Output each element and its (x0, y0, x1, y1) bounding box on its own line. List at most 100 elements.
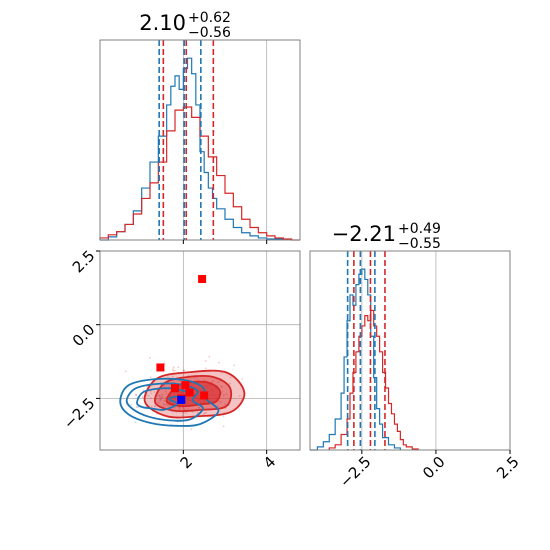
sample-point (174, 406, 176, 409)
sample-point (124, 370, 127, 373)
sample-point (238, 394, 241, 397)
sample-point (205, 412, 207, 414)
sample-point (134, 421, 137, 423)
sample-point (204, 360, 207, 362)
sample-point (153, 405, 156, 407)
marker-red (185, 388, 194, 397)
sample-point (184, 408, 187, 411)
marker-red (171, 384, 179, 393)
sample-point (135, 393, 137, 396)
sample-point (151, 406, 153, 408)
sample-point (173, 369, 176, 372)
contour-blue (136, 387, 190, 411)
title-parameter-1-value: 2.10 (139, 11, 186, 35)
sample-point (241, 377, 244, 380)
sample-point (218, 361, 220, 364)
sample-point (157, 401, 160, 404)
x-tick-label: 0.0 (419, 453, 449, 483)
sample-point (165, 392, 168, 395)
sample-point (172, 369, 175, 372)
sample-point (181, 411, 184, 414)
sample-point (148, 394, 150, 397)
sample-point (149, 356, 151, 359)
sample-point (177, 366, 180, 369)
title-parameter-2-upper: +0.49 (398, 221, 441, 237)
sample-point (183, 369, 185, 372)
sample-point (223, 393, 225, 396)
sample-point (159, 394, 161, 397)
sample-point (150, 392, 153, 395)
sample-point (158, 394, 161, 397)
sample-point (153, 391, 156, 393)
sample-point (226, 393, 228, 395)
title-parameter-1-upper: +0.62 (188, 10, 231, 26)
sample-point (163, 384, 166, 387)
panel-frame (99, 250, 301, 451)
sample-point (172, 366, 175, 369)
sample-point (172, 368, 174, 370)
sample-point (163, 399, 166, 402)
sample-point (190, 428, 193, 431)
sample-point (221, 385, 224, 388)
sample-point (187, 408, 190, 411)
sample-point (163, 403, 166, 406)
sample-point (220, 392, 223, 394)
sample-point (166, 403, 169, 406)
sample-point (164, 390, 167, 393)
y-tick-label: 2.5 (69, 247, 99, 277)
marker-red (181, 381, 190, 390)
sample-point (165, 403, 168, 406)
histogram-series-red (328, 309, 419, 450)
x-tick-label: 4 (260, 453, 279, 472)
histogram-series-blue (310, 268, 401, 451)
title-parameter-2-value: −2.21 (332, 222, 396, 246)
sample-point (160, 396, 163, 399)
title-parameter-1-lower: −0.56 (188, 25, 231, 41)
panel-frame (309, 250, 511, 451)
sample-point (178, 406, 180, 409)
title-parameter-2-lower: −0.55 (398, 236, 441, 252)
sample-point (161, 393, 164, 396)
sample-point (171, 375, 174, 378)
sample-point (220, 385, 223, 388)
y-tick-label: −2.5 (60, 394, 98, 432)
histogram-parameter-2: −2.5 0.0 2.5 −2.21 +0.49−0.55 (309, 221, 523, 491)
y-tick-label: 0.0 (69, 320, 99, 350)
sample-point (203, 379, 205, 382)
sample-point (182, 412, 185, 415)
sample-point (233, 364, 236, 367)
sample-point (185, 411, 188, 414)
sample-point (182, 369, 185, 372)
sample-point (135, 394, 138, 397)
sample-point (159, 398, 162, 401)
sample-point (183, 408, 186, 411)
sample-point (159, 399, 161, 402)
sample-point (178, 408, 181, 410)
sample-point (229, 382, 231, 385)
sample-point (146, 385, 149, 388)
x-tick-label: 2 (177, 453, 196, 472)
sample-point (222, 425, 225, 428)
marker-red (198, 275, 207, 284)
sample-point (198, 407, 200, 409)
sample-point (222, 415, 225, 418)
sample-point (181, 414, 184, 417)
sample-point (220, 401, 223, 404)
sample-point (168, 385, 171, 388)
contour-blue (119, 377, 220, 427)
sample-point (224, 403, 226, 406)
sample-point (149, 390, 152, 393)
sample-point (193, 376, 196, 379)
sample-point (141, 396, 144, 398)
sample-point (222, 395, 225, 397)
sample-point (168, 404, 171, 407)
sample-point (211, 379, 214, 382)
histogram-series-red (99, 106, 300, 241)
sample-point (208, 355, 211, 358)
sample-point (203, 412, 206, 415)
x-tick-label: −2.5 (336, 453, 374, 491)
sample-point (179, 406, 182, 409)
x-tick-label: 2.5 (493, 453, 523, 483)
sample-point (196, 411, 199, 414)
sample-point (173, 381, 176, 384)
